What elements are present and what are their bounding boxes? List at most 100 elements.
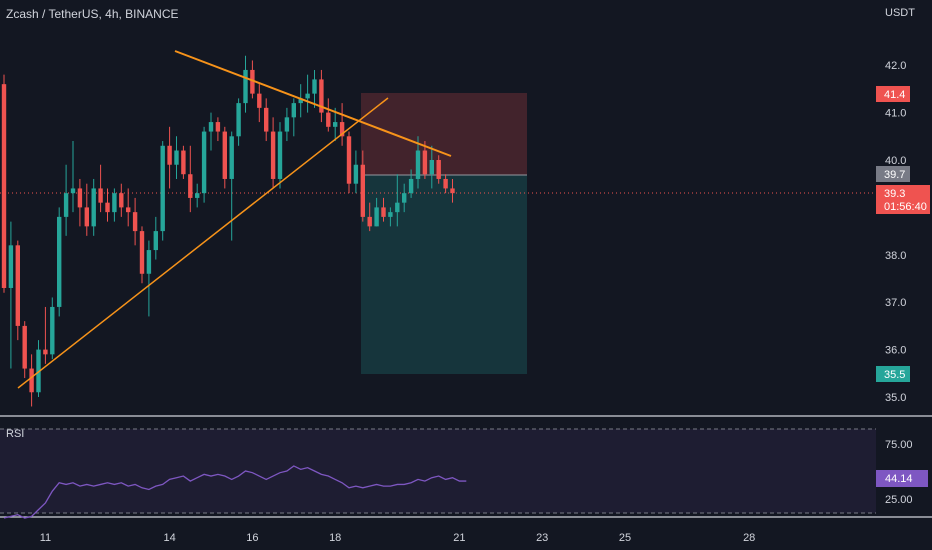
rsi-line	[3, 465, 467, 519]
stop-loss-zone[interactable]	[361, 93, 527, 175]
rsi-value-tag	[876, 470, 928, 487]
candle-body[interactable]	[84, 207, 89, 227]
candle-body[interactable]	[395, 202, 400, 213]
chart-title: Zcash / TetherUS, 4h, BINANCE	[6, 7, 179, 21]
descending-trendline[interactable]	[174, 50, 452, 157]
candle-body[interactable]	[112, 193, 117, 213]
candle-body[interactable]	[312, 79, 317, 94]
candle-body[interactable]	[333, 122, 338, 127]
candle-body[interactable]	[181, 150, 186, 175]
price-tick-label: 40.0	[885, 155, 906, 167]
candle-body[interactable]	[243, 69, 248, 104]
candle-body[interactable]	[229, 136, 234, 179]
candle-body[interactable]	[250, 69, 255, 94]
candle-body[interactable]	[360, 164, 365, 217]
candle-body[interactable]	[132, 212, 138, 232]
candle-body[interactable]	[436, 160, 441, 179]
time-axis[interactable]: 11 14 16 18 21 23 25 28	[40, 532, 756, 544]
candle-body[interactable]	[201, 131, 207, 194]
candle-body[interactable]	[415, 150, 421, 179]
candle-body[interactable]	[29, 368, 34, 393]
candle-body[interactable]	[139, 231, 145, 274]
candle-body[interactable]	[119, 193, 124, 208]
candle-body[interactable]	[284, 117, 290, 132]
candle-body[interactable]	[277, 131, 283, 179]
candle-body[interactable]	[36, 349, 41, 393]
candle-body[interactable]	[353, 164, 359, 184]
time-tick-label: 21	[453, 532, 465, 544]
time-tick-label: 23	[536, 532, 548, 544]
candle-body[interactable]	[422, 150, 428, 175]
candle-body[interactable]	[408, 178, 414, 194]
candle-body[interactable]	[70, 188, 76, 194]
stop-price: 41.4	[884, 89, 905, 101]
candle-body[interactable]	[1, 84, 7, 288]
candle-body[interactable]	[443, 178, 448, 189]
price-tick-label: 36.0	[885, 345, 906, 357]
ascending-trendline[interactable]	[17, 97, 389, 389]
candle-body[interactable]	[381, 207, 386, 217]
candle-body[interactable]	[174, 150, 179, 165]
target-price: 35.5	[884, 369, 905, 381]
candle-body[interactable]	[215, 122, 221, 132]
candle-body[interactable]	[188, 174, 193, 198]
candles-group	[1, 55, 455, 407]
price-tick-label: 35.0	[885, 392, 906, 404]
candle-body[interactable]	[167, 145, 172, 165]
candle-body[interactable]	[77, 188, 83, 208]
candle-body[interactable]	[367, 216, 372, 227]
candle-body[interactable]	[8, 245, 14, 288]
bar-countdown: 01:56:40	[884, 201, 927, 213]
last-price-tag	[876, 185, 930, 214]
rsi-value: 44.14	[885, 473, 913, 485]
candle-body[interactable]	[195, 193, 200, 198]
candle-body[interactable]	[429, 160, 434, 175]
candle-body[interactable]	[208, 122, 214, 132]
candle-body[interactable]	[270, 131, 276, 179]
last-price: 39.3	[884, 188, 905, 200]
candle-body[interactable]	[91, 188, 96, 227]
candle-body[interactable]	[153, 231, 158, 251]
take-profit-zone[interactable]	[361, 175, 527, 374]
rsi-lower-tick: 25.00	[885, 494, 913, 506]
candle-body[interactable]	[57, 216, 62, 307]
price-axis[interactable]: 35.0 36.0 37.0 38.0 40.0 41.0 42.0	[885, 60, 906, 404]
price-tick-label: 38.0	[885, 250, 906, 262]
candle-body[interactable]	[388, 212, 393, 217]
candle-body[interactable]	[236, 103, 241, 137]
candle-body[interactable]	[22, 325, 27, 369]
candle-body[interactable]	[146, 250, 152, 274]
candle-body[interactable]	[305, 93, 310, 99]
time-tick-label: 16	[246, 532, 258, 544]
candle-body[interactable]	[43, 349, 48, 355]
time-tick-label: 25	[619, 532, 631, 544]
candle-body[interactable]	[374, 207, 379, 227]
candle-body[interactable]	[50, 306, 55, 355]
candle-body[interactable]	[15, 245, 20, 326]
entry-price: 39.7	[884, 169, 905, 181]
candle-body[interactable]	[160, 145, 165, 232]
time-tick-label: 28	[743, 532, 755, 544]
candle-body[interactable]	[346, 136, 352, 184]
rsi-upper-tick: 75.00	[885, 439, 913, 451]
candle-body[interactable]	[298, 98, 303, 104]
time-tick-label: 18	[329, 532, 341, 544]
candle-body[interactable]	[105, 202, 110, 213]
candle-body[interactable]	[326, 112, 331, 127]
candle-body[interactable]	[339, 122, 345, 137]
candle-body[interactable]	[63, 193, 69, 217]
candle-body[interactable]	[402, 193, 407, 203]
rsi-band	[0, 429, 876, 513]
candle-body[interactable]	[126, 207, 131, 213]
candle-body[interactable]	[264, 107, 269, 132]
currency-label: USDT	[885, 7, 915, 19]
candle-body[interactable]	[450, 188, 455, 194]
candle-body[interactable]	[222, 131, 227, 179]
candle-body[interactable]	[257, 93, 262, 108]
time-tick-label: 11	[40, 532, 51, 544]
candle-body[interactable]	[291, 103, 296, 118]
candle-body[interactable]	[319, 79, 324, 113]
candle-body[interactable]	[98, 188, 103, 203]
price-tick-label: 41.0	[885, 108, 906, 120]
